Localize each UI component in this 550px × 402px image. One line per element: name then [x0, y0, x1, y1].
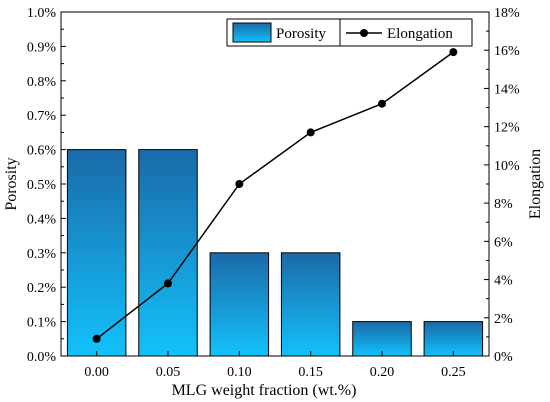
x-tick-label: 0.25	[441, 365, 466, 380]
elongation-marker	[235, 180, 244, 188]
y2-tick-label: 2%	[494, 312, 513, 327]
y2-tick-label: 10%	[494, 159, 520, 174]
y-tick-label: 0.5%	[27, 178, 57, 193]
elongation-marker	[164, 279, 172, 288]
x-tick-label: 0.10	[227, 365, 252, 380]
elongation-marker	[92, 334, 101, 343]
y2-tick-label: 0%	[494, 350, 513, 365]
y-axis-title: Porosity	[3, 157, 20, 210]
elongation-marker	[378, 99, 386, 108]
y-tick-label: 0.9%	[27, 40, 57, 55]
porosity-bar	[280, 252, 341, 357]
y2-tick-label: 18%	[494, 6, 520, 21]
x-tick-label: 0.20	[370, 365, 395, 380]
porosity-bar	[66, 149, 127, 357]
tick-labels-layer: 0.0% 0.1% 0.2% 0.3% 0.4% 0.5% 0.6% 0.7% 0.8% 0.9%…	[27, 6, 520, 380]
ticks-layer	[61, 11, 489, 357]
y-tick-label: 0.0%	[27, 350, 57, 365]
y2-tick-label: 8%	[494, 197, 513, 212]
porosity-bar	[138, 149, 198, 357]
porosity-bar	[423, 321, 484, 357]
porosity-bar	[209, 252, 270, 357]
y-tick-label: 0.4%	[27, 212, 57, 227]
elongation-marker	[449, 48, 458, 57]
y2-tick-label: 12%	[494, 121, 520, 136]
y2-tick-label: 14%	[494, 82, 520, 97]
legend-porosity-swatch	[232, 22, 272, 43]
x-tick-label: 0.00	[84, 365, 109, 380]
y2-tick-label: 6%	[494, 235, 513, 250]
y2-axis-title: Elongation	[527, 149, 544, 219]
bars-layer	[66, 149, 484, 357]
y2-tick-label: 4%	[494, 274, 513, 289]
x-axis-title: MLG weight fraction (wt.%)	[172, 382, 357, 399]
elongation-marker	[306, 128, 315, 137]
legend-elongation-label: Elongation	[387, 26, 453, 42]
y2-tick-label: 16%	[494, 44, 520, 59]
x-tick-label: 0.15	[298, 365, 323, 380]
y-tick-label: 0.2%	[27, 281, 57, 296]
legend: Porosity Elongation	[226, 18, 473, 47]
y-tick-label: 0.8%	[27, 75, 57, 90]
y-tick-label: 0.6%	[27, 144, 57, 159]
legend-elongation-marker	[360, 29, 368, 37]
porosity-bar	[352, 321, 412, 357]
y-tick-label: 0.3%	[27, 247, 57, 262]
line-layer	[92, 48, 458, 343]
elongation-line	[96, 51, 454, 340]
legend-porosity-label: Porosity	[276, 26, 327, 42]
y-tick-label: 0.1%	[27, 316, 57, 331]
y-tick-label: 0.7%	[27, 109, 57, 124]
y-tick-label: 1.0%	[27, 6, 57, 21]
x-tick-label: 0.05	[156, 365, 181, 380]
